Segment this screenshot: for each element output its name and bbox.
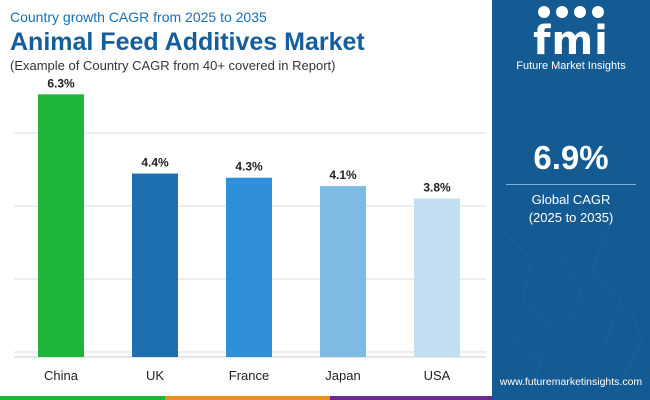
data-label-japan: 4.1% xyxy=(329,168,357,182)
strip-segment-green xyxy=(0,396,165,400)
logo-icons xyxy=(492,6,650,20)
chart-supertitle: Country growth CAGR from 2025 to 2035 xyxy=(10,9,267,25)
category-label-usa: USA xyxy=(424,368,451,383)
bar-china xyxy=(38,94,84,357)
category-label-france: France xyxy=(229,368,269,383)
chart-bars xyxy=(38,94,460,357)
strip-segment-orange xyxy=(165,396,330,400)
summary-panel: fmi Future Market Insights 6.9% Global C… xyxy=(492,0,650,400)
global-cagr-period: (2025 to 2035) xyxy=(528,210,614,225)
chart-subtitle: (Example of Country CAGR from 40+ covere… xyxy=(10,58,336,73)
logo-dot-icon xyxy=(556,6,568,18)
global-cagr: 6.9% Global CAGR (2025 to 2035) xyxy=(492,138,650,227)
logo-mark: fmi xyxy=(533,18,609,64)
category-label-china: China xyxy=(44,368,79,383)
bar-japan xyxy=(320,186,366,357)
data-label-china: 6.3% xyxy=(47,76,75,90)
bottom-color-strip xyxy=(0,396,650,400)
strip-segment-blue xyxy=(492,396,650,400)
chart-title: Animal Feed Additives Market xyxy=(10,28,365,56)
panel-texture xyxy=(501,219,643,391)
website-link[interactable]: www.futuremarketinsights.com xyxy=(499,376,643,388)
logo-dot-icon xyxy=(574,6,586,18)
data-label-france: 4.3% xyxy=(235,160,263,174)
fmi-logo: fmi Future Market Insights xyxy=(492,6,650,73)
divider xyxy=(506,184,636,185)
category-label-uk: UK xyxy=(146,368,164,383)
bar-france xyxy=(226,177,272,357)
bar-usa xyxy=(414,198,460,357)
global-cagr-label: Global CAGR xyxy=(531,192,611,207)
bar-uk xyxy=(132,173,178,357)
logo-dot-icon xyxy=(538,6,550,18)
bar-chart: 6.3% 4.4% 4.3% 4.1% 3.8% China UK France Japan U… xyxy=(14,76,486,383)
logo-dot-icon xyxy=(592,6,604,18)
global-cagr-value: 6.9% xyxy=(533,139,609,176)
chart-data-labels: 6.3% 4.4% 4.3% 4.1% 3.8% xyxy=(47,76,451,194)
header: Country growth CAGR from 2025 to 2035 An… xyxy=(10,8,490,74)
logo-text: Future Market Insights xyxy=(516,60,626,72)
strip-segment-purple xyxy=(330,396,492,400)
data-label-usa: 3.8% xyxy=(423,181,451,195)
category-label-japan: Japan xyxy=(325,368,360,383)
data-label-uk: 4.4% xyxy=(141,156,169,170)
chart-category-labels: China UK France Japan USA xyxy=(44,368,451,383)
